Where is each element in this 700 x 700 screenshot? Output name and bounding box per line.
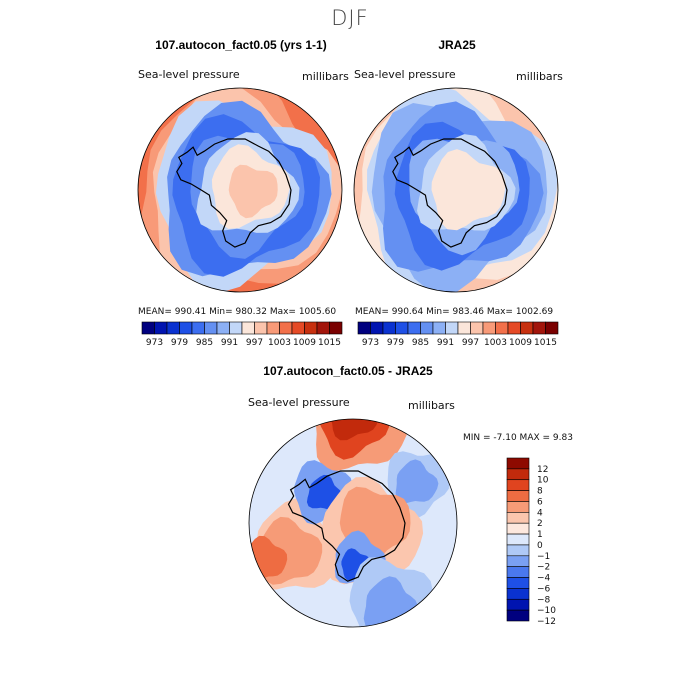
panel-2-colorbar-tick-label: 985 [412,338,429,348]
panel-2-colorbar-tick-label: 991 [437,338,454,348]
panel-2-contour-region [431,149,506,231]
panel-3-coastline [287,470,406,582]
panel-3-colorbar-tick-label: −10 [537,606,556,616]
panel-3-colorbar-tick-label: −6 [537,584,551,594]
panel-3-colorbar-tick-label: −8 [537,595,551,605]
panel-3-colorbar-tick-label: −12 [537,617,556,627]
panel-1-colorbar-tick-label: 979 [171,338,188,348]
panel-3-colorbar-box [506,501,530,513]
panel-2-colorbar-tick-label: 979 [387,338,404,348]
panel-3-colorbar-box [506,566,530,578]
panel-2-colorbar-tick-label: 1003 [484,338,507,348]
panel-2-colorbar-tick-label: 1009 [509,338,532,348]
panel-3-map-boundary [248,418,458,628]
panel-3-colorbar-box [506,588,530,600]
panel-1-map-boundary [137,87,343,293]
panel-3-colorbar-tick-label: 8 [537,487,543,497]
panel-3-colorbar-tick-label: −2 [537,563,550,573]
panel-3-colorbar-tick-label: 0 [537,541,543,551]
panel-3-colorbar-tick-label: −1 [537,552,550,562]
panel-1-title: 107.autocon_fact0.05 (yrs 1-1) [155,38,327,52]
panel-3-colorbar-box [506,512,530,524]
panel-1-colorbar-tick-label: 973 [146,338,163,348]
panel-3-colorbar-tick-label: 12 [537,465,548,475]
panel-3-colorbar-box [506,609,530,622]
panel-2-coastline [392,138,508,248]
panel-3-units-label: millibars [408,399,455,412]
panel-3-colorbar-tick-label: 6 [537,497,543,507]
panel-3-colorbar-box [506,598,530,611]
panel-1-colorbar-tick-label: 1015 [318,338,341,348]
panel-1-colorbar-tick-label: 1009 [293,338,316,348]
panel-3-colorbar-box [506,577,530,589]
panel-1-contour-region [228,164,278,219]
panel-3-colorbar-box [506,468,530,481]
panel-3-colorbar-tick-label: 1 [537,530,543,540]
panel-2-units-label: millibars [516,70,563,83]
panel-1-coastline [176,138,292,248]
panel-2-variable-label: Sea-level pressure [354,68,456,81]
panel-1-colorbar-tick-label: 1003 [268,338,291,348]
panel-2-colorbar-tick-label: 973 [362,338,379,348]
panel-2-colorbar-tick-label: 997 [462,338,479,348]
panel-1-variable-label: Sea-level pressure [138,68,240,81]
panel-1-colorbar-tick-label: 985 [196,338,213,348]
panel-3-colorbar-box [506,457,530,470]
panel-3-colorbar-box [506,533,530,546]
panel-2-title: JRA25 [438,38,476,52]
panel-1-colorbar-box [329,321,343,335]
panel-3-stats: MIN = -7.10 MAX = 9.83 [463,433,573,443]
panel-3-title: 107.autocon_fact0.05 - JRA25 [263,364,433,378]
panel-3-colorbar-tick-label: 2 [537,519,543,529]
panel-3-colorbar-tick-label: −4 [537,574,551,584]
page-title: DJF [331,6,369,30]
panel-1-colorbar-tick-label: 991 [221,338,238,348]
panel-3-colorbar-tick-label: 4 [537,508,543,518]
panel-2-colorbar-box [545,321,559,335]
panel-3-contour-region [395,459,439,504]
panel-3-colorbar-box [506,522,530,535]
panel-3-colorbar-box [506,479,530,491]
panel-1-colorbar-tick-label: 997 [246,338,263,348]
panel-3-colorbar-box [506,544,530,557]
panel-3-variable-label: Sea-level pressure [248,396,350,409]
panel-1-stats: MEAN= 990.41 Min= 980.32 Max= 1005.60 [138,307,337,317]
panel-3-colorbar-box [506,555,530,567]
panel-2-colorbar-tick-label: 1015 [534,338,557,348]
panel-3-colorbar-box [506,490,530,502]
panel-1-units-label: millibars [302,70,349,83]
panel-3-contour-region [329,419,380,441]
panel-3-colorbar-tick-label: 10 [537,476,549,486]
panel-2-map-boundary [353,87,559,293]
panel-2-stats: MEAN= 990.64 Min= 983.46 Max= 1002.69 [355,307,554,317]
